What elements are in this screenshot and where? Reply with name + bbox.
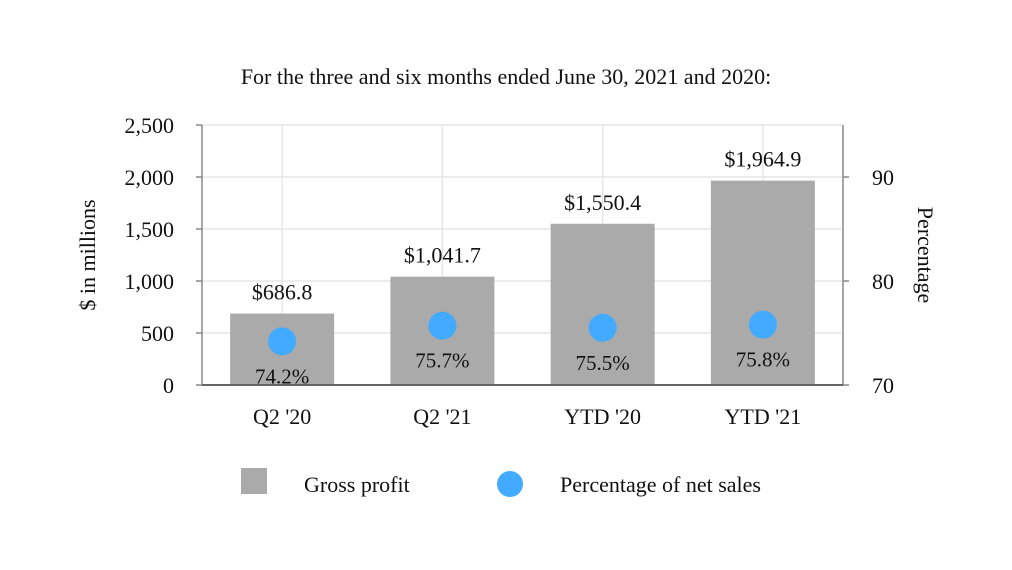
x-tick-label: Q2 '20 bbox=[253, 404, 311, 429]
bar-3 bbox=[710, 180, 815, 385]
y2-axis-label: Percentage bbox=[913, 207, 938, 304]
bar-value-label: $1,041.7 bbox=[404, 243, 481, 268]
point-value-label: 75.7% bbox=[415, 349, 469, 373]
y2-tick-label: 90 bbox=[872, 165, 894, 190]
data-labels: $686.8 $1,041.7 $1,550.4 $1,964.9 bbox=[252, 147, 802, 305]
bar-value-label: $1,964.9 bbox=[724, 147, 801, 172]
point-2 bbox=[588, 313, 617, 342]
y2-tick-label: 80 bbox=[872, 269, 894, 294]
legend-label-gross-profit: Gross profit bbox=[304, 472, 410, 497]
bar-2 bbox=[550, 223, 655, 385]
point-0 bbox=[268, 327, 297, 356]
x-tick-label: YTD '21 bbox=[725, 404, 802, 429]
point-value-label: 75.8% bbox=[736, 348, 790, 372]
y2-tick-label: 70 bbox=[872, 373, 894, 398]
y-tick-label: 500 bbox=[141, 321, 174, 346]
bars bbox=[230, 180, 815, 385]
point-value-label: 75.5% bbox=[576, 351, 630, 375]
point-value-label: 74.2% bbox=[255, 364, 309, 388]
y-tick-label: 0 bbox=[163, 373, 174, 398]
y-tick-label: 2,500 bbox=[125, 113, 175, 138]
axes: 0 500 1,000 1,500 2,000 2,500 70 80 90 Q2 '20 Q2 '… bbox=[125, 113, 895, 429]
bar-value-label: $686.8 bbox=[252, 280, 313, 305]
points: 74.2% 75.7% 75.5% 75.8% bbox=[255, 310, 790, 388]
y-axis-label: $ in millions bbox=[75, 199, 100, 310]
bar-value-label: $1,550.4 bbox=[564, 190, 641, 215]
legend-swatch-percentage bbox=[497, 471, 523, 497]
y-tick-label: 1,000 bbox=[125, 269, 175, 294]
y-tick-label: 2,000 bbox=[125, 165, 175, 190]
point-3 bbox=[748, 310, 777, 339]
point-1 bbox=[428, 311, 457, 340]
legend: Gross profit Percentage of net sales bbox=[241, 468, 761, 497]
chart-title: For the three and six months ended June … bbox=[241, 64, 771, 89]
x-tick-label: Q2 '21 bbox=[413, 404, 471, 429]
x-tick-label: YTD '20 bbox=[564, 404, 641, 429]
legend-swatch-gross-profit bbox=[241, 468, 267, 494]
legend-label-percentage: Percentage of net sales bbox=[560, 472, 761, 497]
y-tick-label: 1,500 bbox=[125, 217, 175, 242]
